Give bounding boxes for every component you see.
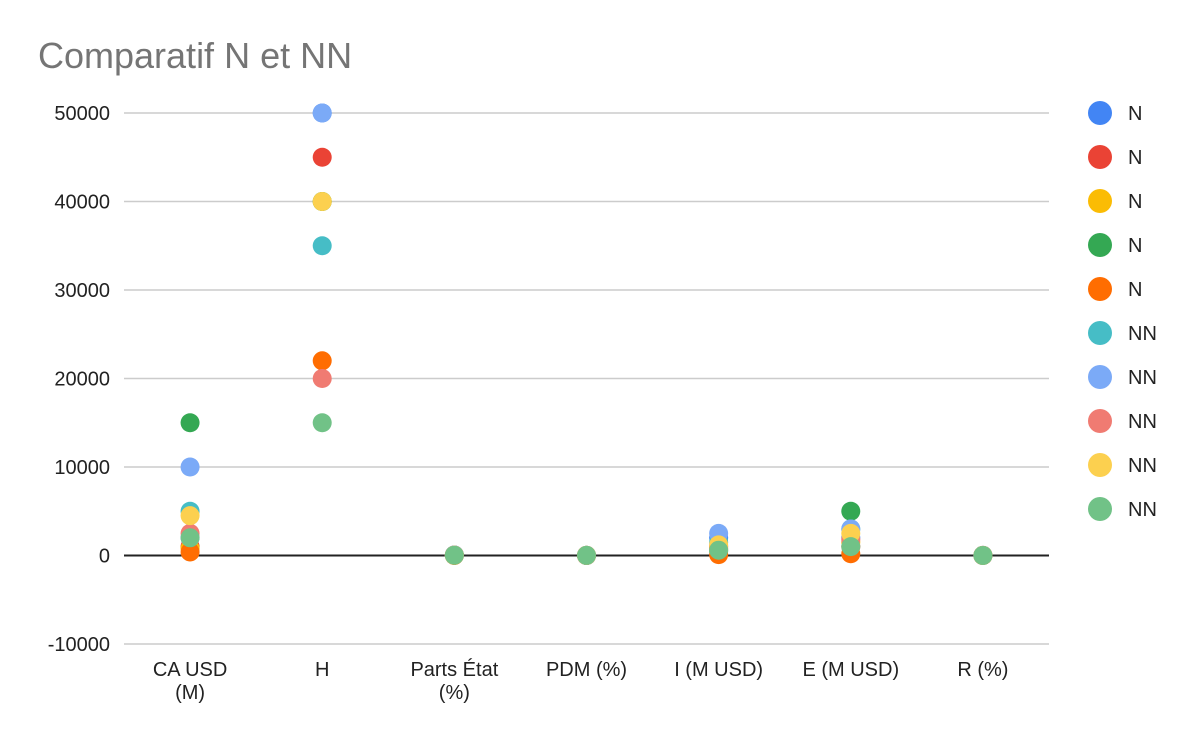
data-point: [180, 457, 200, 477]
data-point: [312, 369, 332, 388]
legend-marker: [1088, 145, 1112, 169]
data-point: [180, 506, 200, 526]
x-tick-label: Parts État (%): [410, 658, 498, 704]
data-point: [841, 537, 861, 557]
legend-label: NN: [1128, 411, 1157, 433]
legend-item: N: [1088, 233, 1142, 257]
y-tick-label: 30000: [54, 280, 110, 302]
gridlines: [124, 112, 1049, 645]
data-point: [973, 545, 993, 565]
legend-label: N: [1128, 235, 1142, 257]
legend-label: NN: [1128, 367, 1157, 389]
legend-item: NN: [1088, 409, 1157, 433]
legend-item: NN: [1088, 497, 1157, 521]
legend-marker: [1088, 277, 1112, 301]
legend-item: N: [1088, 277, 1142, 301]
y-axis-ticks: -10000 0 10000 20000 30000 40000 50000: [48, 103, 110, 656]
y-tick-label: 20000: [54, 369, 110, 391]
legend-item: N: [1088, 189, 1142, 213]
legend-label: N: [1128, 279, 1142, 301]
legend-marker: [1088, 453, 1112, 477]
data-points: [180, 103, 993, 565]
legend-marker: [1088, 321, 1112, 345]
legend-label: NN: [1128, 455, 1157, 477]
data-point: [312, 236, 332, 256]
data-point: [709, 540, 729, 560]
legend-item: NN: [1088, 365, 1157, 389]
data-point: [180, 528, 200, 548]
legend-label: NN: [1128, 323, 1157, 345]
legend-label: N: [1128, 103, 1142, 125]
y-tick-label: -10000: [48, 634, 110, 656]
data-point: [312, 351, 332, 371]
x-tick-label: R (%): [957, 659, 1008, 681]
legend-marker: [1088, 365, 1112, 389]
data-point: [312, 147, 332, 167]
data-point: [577, 545, 596, 565]
legend-item: N: [1088, 145, 1142, 169]
legend-marker: [1088, 189, 1112, 213]
legend-marker: [1088, 101, 1112, 125]
data-point: [841, 501, 861, 521]
x-tick-label: PDM (%): [546, 659, 627, 681]
legend-label: NN: [1128, 499, 1157, 521]
data-point: [180, 413, 200, 433]
y-tick-label: 40000: [54, 192, 110, 214]
data-point: [180, 542, 200, 562]
x-tick-label: E (M USD): [802, 659, 899, 681]
legend-item: N: [1088, 101, 1142, 125]
y-tick-label: 10000: [54, 457, 110, 479]
x-tick-label: I (M USD): [674, 659, 763, 681]
legend-marker: [1088, 497, 1112, 521]
legend-item: NN: [1088, 453, 1157, 477]
data-point: [312, 192, 332, 211]
data-point: [841, 523, 861, 543]
data-point: [312, 103, 332, 123]
y-tick-label: 0: [99, 546, 110, 568]
legend-label: N: [1128, 191, 1142, 213]
x-axis-ticks: CA USD (M) H Parts État (%) PDM (%) I (M USD) E…: [153, 658, 1009, 704]
x-tick-label: CA USD (M): [153, 659, 227, 704]
legend-marker: [1088, 409, 1112, 433]
data-point: [312, 413, 332, 433]
legend-marker: [1088, 233, 1112, 257]
x-tick-label: H: [315, 659, 329, 681]
legend-label: N: [1128, 147, 1142, 169]
legend-item: NN: [1088, 321, 1157, 345]
data-point: [444, 545, 464, 565]
y-tick-label: 50000: [54, 103, 110, 125]
chart-title: Comparatif N et NN: [38, 35, 352, 76]
